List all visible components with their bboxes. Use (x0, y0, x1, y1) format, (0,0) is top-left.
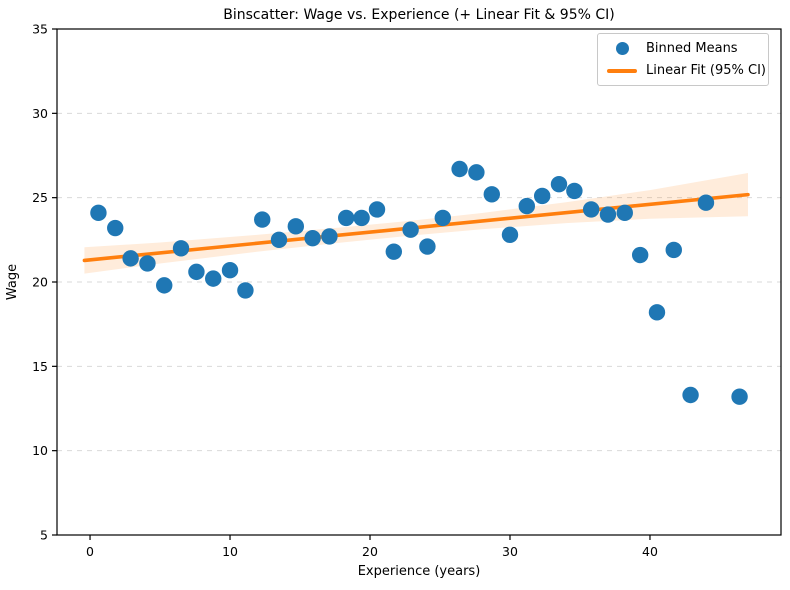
data-point (205, 270, 222, 287)
legend-swatch (607, 42, 637, 55)
data-point (287, 218, 305, 235)
data-point (599, 206, 617, 223)
y-tick-label: 5 (40, 528, 48, 543)
legend-item-binned-means: Binned Means (607, 40, 760, 57)
y-tick-label: 35 (32, 22, 48, 37)
data-point (270, 231, 288, 249)
x-axis: 0 10 20 30 40 (86, 535, 658, 559)
data-point (188, 263, 205, 281)
data-point (122, 250, 139, 267)
ci-band-polygon (84, 173, 748, 274)
x-axis-label: Experience (years) (358, 564, 481, 579)
data-point (321, 228, 338, 245)
data-point (385, 243, 403, 260)
data-point (402, 221, 419, 238)
y-tick-label: 25 (32, 190, 48, 205)
y-axis: 5 10 15 20 25 30 35 (32, 22, 57, 543)
y-tick-label: 15 (32, 359, 48, 374)
data-point (697, 194, 715, 211)
data-point (648, 304, 666, 321)
legend-label-binned-means: Binned Means (646, 41, 738, 56)
gridlines (57, 112, 781, 452)
data-point (221, 261, 239, 279)
data-point (107, 219, 124, 237)
data-point (566, 182, 583, 200)
data-point (419, 238, 436, 255)
data-point (304, 229, 321, 247)
data-point (451, 160, 468, 178)
data-point (731, 388, 748, 405)
data-point (254, 211, 271, 228)
data-point (172, 240, 190, 257)
data-point (468, 164, 485, 181)
data-point (90, 204, 107, 222)
legend-item-linear-fit: Linear Fit (95% CI) (607, 62, 766, 79)
data-point (434, 209, 451, 227)
data-point (550, 175, 568, 193)
x-tick-label: 30 (502, 544, 518, 559)
ci-band (84, 173, 748, 274)
x-tick-label: 0 (86, 544, 94, 559)
chart-title: Binscatter: Wage vs. Experience (+ Linea… (223, 7, 614, 23)
x-tick-label: 40 (642, 544, 658, 559)
legend-label-linear-fit: Linear Fit (95% CI) (646, 63, 766, 78)
data-point (156, 277, 173, 294)
data-point (631, 246, 649, 264)
data-point (368, 201, 386, 218)
data-point (139, 255, 156, 272)
legend-swatch (607, 68, 637, 73)
data-point (665, 241, 682, 259)
data-point (682, 386, 699, 404)
data-point (483, 186, 500, 203)
y-tick-label: 20 (32, 275, 48, 290)
y-axis-label: Wage (5, 264, 20, 300)
data-point (237, 282, 254, 299)
data-point (616, 204, 633, 222)
y-tick-label: 10 (32, 443, 48, 458)
x-tick-label: 10 (222, 544, 238, 559)
line-marker-icon (607, 68, 637, 73)
data-point (533, 187, 551, 205)
legend: Binned Means Linear Fit (95% CI) (597, 33, 769, 86)
scatter-marker-icon (615, 42, 629, 55)
data-point (582, 201, 600, 218)
data-point (338, 209, 355, 227)
data-point (353, 209, 370, 227)
data-point (518, 197, 535, 215)
data-point (501, 226, 519, 243)
x-tick-label: 20 (362, 544, 378, 559)
y-tick-label: 30 (32, 106, 48, 121)
scatter-points (90, 160, 748, 405)
